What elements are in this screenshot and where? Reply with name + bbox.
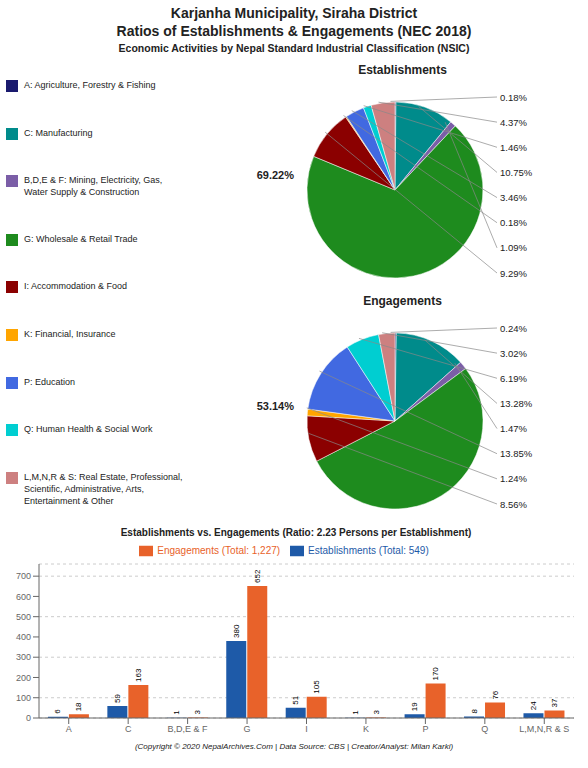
svg-text:652: 652 (253, 569, 262, 583)
svg-text:170: 170 (431, 667, 440, 681)
svg-text:6: 6 (53, 709, 62, 714)
svg-text:G: G (244, 724, 251, 734)
svg-text:3: 3 (372, 709, 381, 714)
svg-text:24: 24 (529, 701, 538, 710)
html-text:C: Manufacturing: C: Manufacturing (24, 127, 93, 138)
svg-text:700: 700 (16, 571, 31, 581)
svg-text:3.46%: 3.46% (500, 192, 527, 203)
svg-text:3: 3 (193, 709, 202, 714)
svg-text:1: 1 (351, 710, 360, 715)
svg-text:400: 400 (16, 632, 31, 642)
svg-text:51: 51 (291, 695, 300, 704)
svg-text:10.75%: 10.75% (500, 167, 533, 178)
svg-text:0.18%: 0.18% (500, 92, 527, 103)
svg-text:100: 100 (16, 693, 31, 703)
svg-text:A: A (66, 724, 72, 734)
html-text:Establishments: Establishments (358, 63, 447, 77)
svg-text:4.37%: 4.37% (500, 117, 527, 128)
svg-text:13.85%: 13.85% (500, 448, 533, 459)
svg-text:18: 18 (74, 702, 83, 711)
svg-text:59: 59 (113, 694, 122, 703)
svg-text:8.56%: 8.56% (500, 499, 527, 510)
svg-text:1.47%: 1.47% (500, 423, 527, 434)
svg-text:37: 37 (550, 698, 559, 707)
svg-text:300: 300 (16, 652, 31, 662)
html-text:Q: Human Health & Social Work: Q: Human Health & Social Work (24, 424, 153, 435)
svg-text:163: 163 (134, 668, 143, 682)
html-text:K: Financial, Insurance: K: Financial, Insurance (24, 329, 116, 339)
svg-text:K: K (363, 724, 369, 734)
svg-text:P: P (422, 724, 428, 734)
html-text:Establishments vs. Engagements: Establishments vs. Engagements (Ratio: 2… (120, 527, 472, 538)
svg-text:Q: Q (481, 724, 488, 734)
svg-text:1: 1 (172, 710, 181, 715)
html-text:L,M,N,R & S: Real Estate, Prof: L,M,N,R & S: Real Estate, Professional, (24, 471, 183, 482)
svg-text:I: I (305, 724, 308, 734)
svg-text:1.24%: 1.24% (500, 473, 527, 484)
svg-text:69.22%: 69.22% (257, 169, 295, 181)
svg-text:200: 200 (16, 673, 31, 683)
html-text:Establishments (Total: 549): Establishments (Total: 549) (308, 544, 429, 556)
svg-text:105: 105 (312, 680, 321, 694)
html-text:Economic Activities by Nepal S: Economic Activities by Nepal Standard In… (118, 42, 470, 54)
svg-text:13.28%: 13.28% (500, 398, 533, 409)
html-text:Ratios of Establishments & Eng: Ratios of Establishments & Engagements (… (116, 23, 472, 39)
svg-text:8: 8 (470, 708, 479, 713)
svg-text:1.46%: 1.46% (500, 142, 527, 153)
svg-text:0.18%: 0.18% (500, 217, 527, 228)
svg-text:L,M,N,R & S: L,M,N,R & S (519, 724, 569, 734)
html-text:Water Supply & Construction: Water Supply & Construction (24, 187, 140, 198)
html-text:G: Wholesale & Retail Trade: G: Wholesale & Retail Trade (24, 233, 138, 244)
svg-text:500: 500 (16, 612, 31, 622)
svg-text:600: 600 (16, 592, 31, 602)
html-text:Scientific, Administrative, Ar: Scientific, Administrative, Arts, (24, 483, 144, 494)
svg-text:3.02%: 3.02% (500, 348, 527, 359)
svg-text:0.24%: 0.24% (500, 323, 527, 334)
html-text:I: Accommodation & Food: I: Accommodation & Food (24, 281, 128, 292)
svg-text:19: 19 (410, 702, 419, 711)
svg-text:6.19%: 6.19% (500, 373, 527, 384)
svg-text:76: 76 (491, 690, 500, 699)
svg-text:1.09%: 1.09% (500, 242, 527, 253)
html-text:Engagements: Engagements (363, 294, 442, 308)
html-text:Entertainment & Other: Entertainment & Other (24, 495, 114, 506)
html-text:(Copyright © 2020 NepalArchive: (Copyright © 2020 NepalArchives.Com | Da… (134, 742, 454, 751)
svg-text:B,D,E & F: B,D,E & F (168, 724, 209, 734)
html-text:P: Education: P: Education (24, 376, 75, 387)
html-text:Engagements (Total: 1,227): Engagements (Total: 1,227) (157, 544, 281, 556)
svg-text:0: 0 (26, 713, 31, 723)
html-text:B,D,E & F: Mining, Electricity: B,D,E & F: Mining, Electricity, Gas, (24, 175, 163, 186)
html-text:Karjanha Municipality, Siraha: Karjanha Municipality, Siraha District (170, 5, 418, 21)
html-text:A: Agriculture, Forestry & Fis: A: Agriculture, Forestry & Fishing (24, 80, 156, 91)
svg-text:C: C (125, 724, 132, 734)
svg-text:53.14%: 53.14% (257, 400, 295, 412)
svg-text:380: 380 (232, 624, 241, 638)
svg-text:9.29%: 9.29% (500, 268, 527, 279)
